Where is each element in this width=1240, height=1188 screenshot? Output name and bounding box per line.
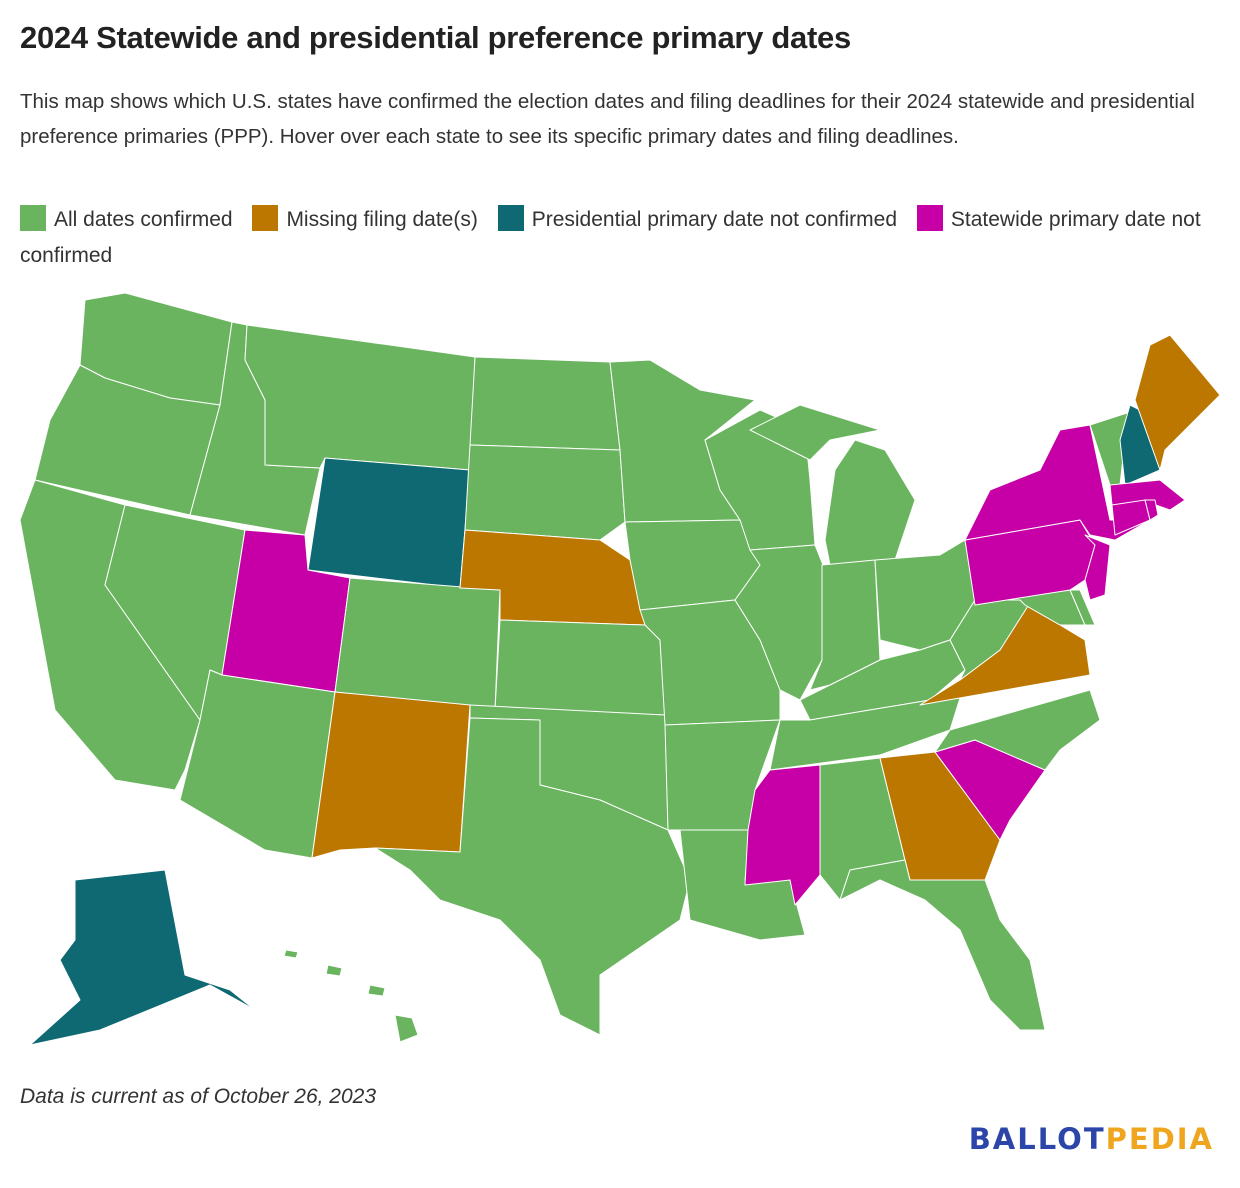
state-co[interactable] xyxy=(334,577,501,711)
state-wy[interactable] xyxy=(307,457,471,589)
state-hi[interactable] xyxy=(367,984,386,997)
state-ak[interactable] xyxy=(29,869,256,1046)
legend-item-missing-filing: Missing filing date(s) xyxy=(252,205,478,231)
legend-item-ppp-unconfirmed: Presidential primary date not confirmed xyxy=(497,205,897,231)
state-nm[interactable] xyxy=(311,691,471,859)
state-tn[interactable] xyxy=(769,697,961,771)
state-nj[interactable] xyxy=(1084,534,1111,601)
legend-swatch xyxy=(252,205,279,231)
state-de[interactable] xyxy=(1069,589,1096,626)
state-tx[interactable] xyxy=(374,717,691,1036)
state-mi[interactable] xyxy=(749,404,881,461)
state-mi[interactable] xyxy=(824,439,916,566)
state-ri[interactable] xyxy=(1144,499,1159,521)
state-ks[interactable] xyxy=(494,619,666,716)
legend: All dates confirmed Missing filing date(… xyxy=(20,202,1210,274)
ballotpedia-logo: BALLOTPEDIA xyxy=(968,1122,1214,1156)
state-il[interactable] xyxy=(734,544,826,701)
state-hi[interactable] xyxy=(283,949,299,959)
legend-item-confirmed: All dates confirmed xyxy=(20,205,233,231)
page-title: 2024 Statewide and presidential preferen… xyxy=(20,20,851,55)
state-nd[interactable] xyxy=(469,356,621,451)
description: This map shows which U.S. states have co… xyxy=(20,90,1195,148)
legend-swatch xyxy=(20,205,46,231)
state-me[interactable] xyxy=(1134,334,1221,471)
legend-swatch xyxy=(916,205,943,231)
state-hi[interactable] xyxy=(325,964,343,977)
state-nc[interactable] xyxy=(934,689,1101,771)
state-fl[interactable] xyxy=(839,859,1046,1031)
state-hi[interactable] xyxy=(394,1014,419,1043)
footnote: Data is current as of October 26, 2023 xyxy=(20,1085,377,1108)
state-sd[interactable] xyxy=(464,444,626,541)
legend-swatch xyxy=(497,205,524,231)
state-mt[interactable] xyxy=(244,324,476,471)
legend-item-statewide-unconfirmed: Statewide primary date not confirmed xyxy=(20,205,1201,267)
